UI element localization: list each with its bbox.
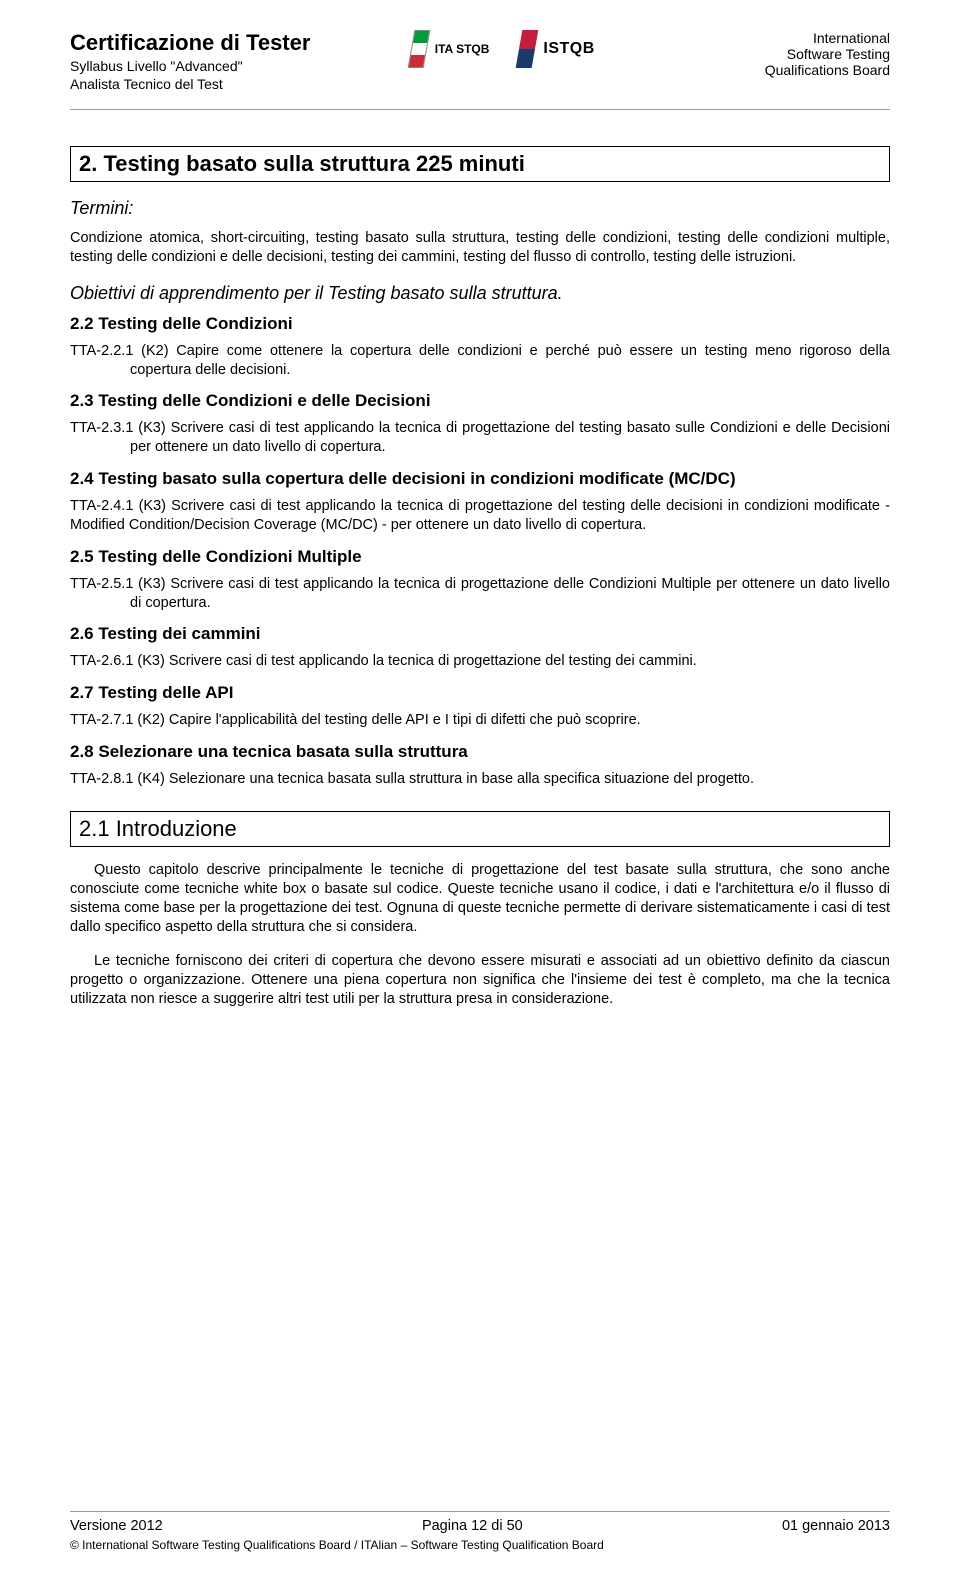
org-line-1: International	[662, 30, 890, 46]
intro-p1: Questo capitolo descrive principalmente …	[70, 861, 890, 936]
footer-page: Pagina 12 di 50	[422, 1518, 523, 1534]
org-line-2: Software Testing	[662, 46, 890, 62]
istqb-label: ISTQB	[543, 40, 594, 58]
section-heading: 2.2 Testing delle Condizioni	[70, 314, 890, 334]
terms-label: Termini:	[70, 198, 890, 219]
ita-stqb-logo: ITA STQB	[411, 30, 490, 68]
intro-title: 2.1 Introduzione	[79, 816, 237, 841]
istqb-mark-icon	[516, 30, 539, 68]
header-left: Certificazione di Tester Syllabus Livell…	[70, 30, 343, 92]
page-header: Certificazione di Tester Syllabus Livell…	[70, 30, 890, 110]
ita-stqb-label: ITA STQB	[435, 42, 490, 56]
objective-item: TTA-2.5.1 (K3) Scrivere casi di test app…	[70, 575, 890, 613]
doc-title: Certificazione di Tester	[70, 30, 343, 56]
chapter-title-box: 2. Testing basato sulla struttura 225 mi…	[70, 146, 890, 182]
page-footer: Versione 2012 Pagina 12 di 50 01 gennaio…	[70, 1511, 890, 1552]
objective-item: TTA-2.8.1 (K4) Selezionare una tecnica b…	[70, 770, 890, 789]
header-logos: ITA STQB ISTQB	[343, 30, 662, 68]
footer-version: Versione 2012	[70, 1518, 163, 1534]
footer-copyright: © International Software Testing Qualifi…	[70, 1538, 890, 1552]
footer-row: Versione 2012 Pagina 12 di 50 01 gennaio…	[70, 1518, 890, 1534]
doc-subtitle-1: Syllabus Livello "Advanced"	[70, 58, 343, 74]
intro-title-box: 2.1 Introduzione	[70, 811, 890, 847]
objective-item: TTA-2.3.1 (K3) Scrivere casi di test app…	[70, 419, 890, 457]
section-heading: 2.7 Testing delle API	[70, 683, 890, 703]
section-heading: 2.6 Testing dei cammini	[70, 624, 890, 644]
chapter-title: 2. Testing basato sulla struttura 225 mi…	[79, 151, 525, 176]
section-heading: 2.4 Testing basato sulla copertura delle…	[70, 469, 890, 489]
footer-date: 01 gennaio 2013	[782, 1518, 890, 1534]
objective-item: TTA-2.4.1 (K3) Scrivere casi di test app…	[70, 497, 890, 535]
objective-item: TTA-2.7.1 (K2) Capire l'applicabilità de…	[70, 711, 890, 730]
doc-subtitle-2: Analista Tecnico del Test	[70, 76, 343, 92]
objective-item: TTA-2.6.1 (K3) Scrivere casi di test app…	[70, 652, 890, 671]
org-line-3: Qualifications Board	[662, 62, 890, 78]
terms-body: Condizione atomica, short-circuiting, te…	[70, 229, 890, 267]
istqb-logo: ISTQB	[519, 30, 594, 68]
ita-flag-icon	[407, 30, 430, 68]
section-heading: 2.5 Testing delle Condizioni Multiple	[70, 547, 890, 567]
sections-container: 2.2 Testing delle Condizioni TTA-2.2.1 (K…	[70, 314, 890, 789]
objectives-title: Obiettivi di apprendimento per il Testin…	[70, 283, 890, 304]
section-heading: 2.8 Selezionare una tecnica basata sulla…	[70, 742, 890, 762]
section-heading: 2.3 Testing delle Condizioni e delle Dec…	[70, 391, 890, 411]
intro-p2: Le tecniche forniscono dei criteri di co…	[70, 952, 890, 1009]
header-right: International Software Testing Qualifica…	[662, 30, 890, 78]
objective-item: TTA-2.2.1 (K2) Capire come ottenere la c…	[70, 342, 890, 380]
